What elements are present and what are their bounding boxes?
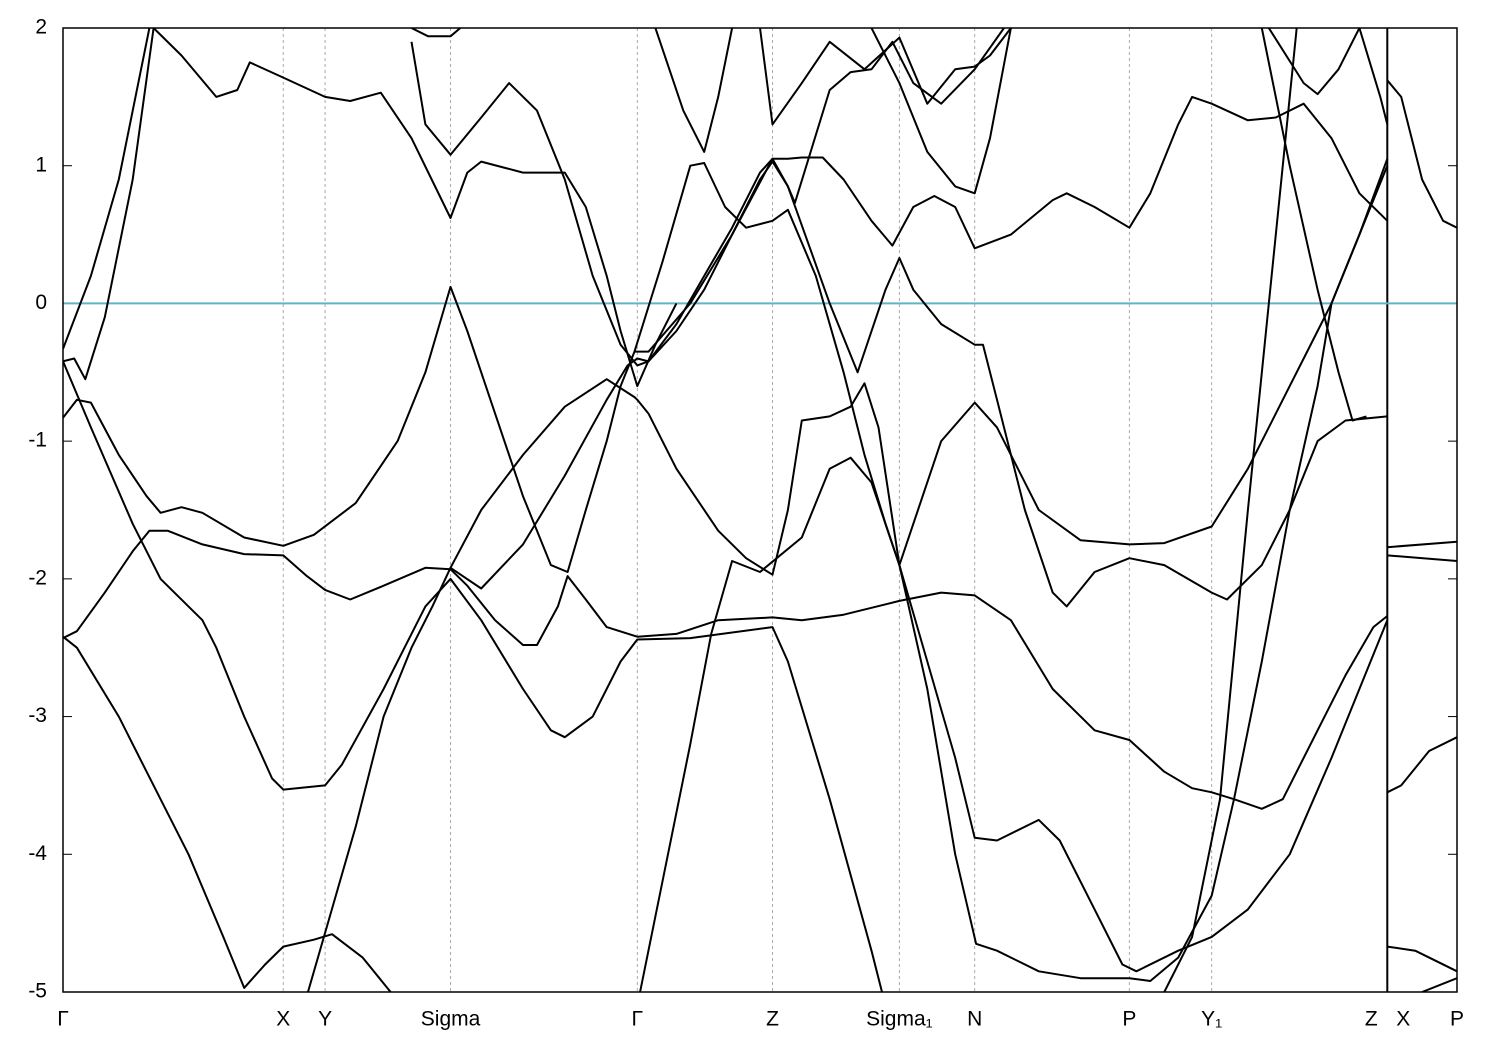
plot-frame [62,27,1458,993]
band [898,165,1389,566]
band [639,456,901,992]
band [449,378,1389,973]
x-tick-label: Z [766,1008,779,1031]
y-tick-label: 1 [35,153,47,176]
x-tick-label: X [1396,1008,1410,1031]
band [1267,28,1389,125]
y-tick-label: -5 [28,980,47,1003]
band [654,28,734,153]
band [63,529,1388,810]
band [63,28,155,381]
y-tick-label: -3 [28,704,47,727]
band [152,28,678,388]
band [1387,945,1457,973]
band [410,41,1388,608]
band [1386,736,1457,794]
y-tick-label: -1 [28,429,47,452]
band [63,95,1389,573]
x-tick-label: N [967,1008,982,1031]
band [1421,977,1457,992]
band [1387,554,1457,562]
band [1386,79,1457,229]
bands [63,28,1457,992]
x-tick-label: Y₁ [1201,1008,1222,1031]
y-tick-label: 2 [35,16,47,39]
band [411,28,461,38]
x-tick-label: Sigma [421,1008,481,1031]
y-tick-label: -2 [28,566,47,589]
x-tick-label: X [276,1008,290,1031]
labels: 210-1-2-3-4-5Γ X Y Sigma Γ Z Sigma₁ N P Y₁ Z X P [28,16,1464,1031]
band [63,360,884,992]
y-tick-label: -4 [28,842,47,865]
band [1163,28,1298,992]
band [633,158,1389,982]
x-tick-label: Γ [632,1008,644,1031]
x-tick-label: P [1450,1008,1464,1031]
band [63,635,392,992]
x-tick-label: Z [1365,1008,1378,1031]
y-tick-label: 0 [35,291,47,314]
x-tick-label: Sigma₁ [866,1008,933,1031]
band [870,28,1012,195]
band [759,28,1012,126]
grid-layer [63,27,1457,993]
band [1387,540,1457,549]
band [306,28,1005,992]
band [63,28,151,350]
x-tick-label: P [1122,1008,1136,1031]
x-tick-label: Y [318,1008,332,1031]
x-tick-label: Γ [57,1008,69,1031]
